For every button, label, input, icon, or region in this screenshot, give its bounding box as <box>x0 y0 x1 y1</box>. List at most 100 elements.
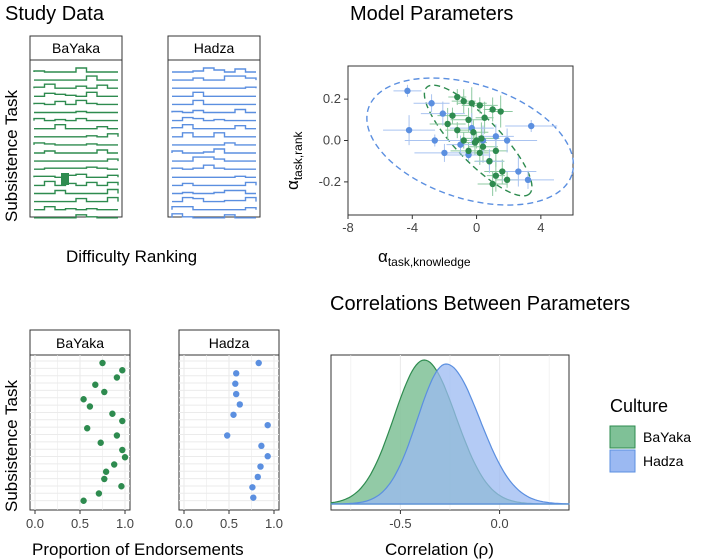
x-tick-label: 0.5 <box>71 516 89 531</box>
endorsement-point <box>249 484 256 491</box>
point-hadza <box>431 137 438 144</box>
point-bayaka <box>473 137 480 144</box>
corr-xlabel: Correlation (ρ) <box>385 540 494 559</box>
rank-histogram-row <box>34 206 118 211</box>
point-hadza <box>439 110 447 117</box>
density-hadza <box>330 363 570 505</box>
point-bayaka <box>503 176 511 184</box>
legend-key-bayaka <box>609 425 636 449</box>
y-tick-label: 0.2 <box>323 91 341 106</box>
legend-label-hadza: Hadza <box>643 453 684 469</box>
rank-histogram-row <box>172 67 256 73</box>
x-tick-label: 0 <box>473 220 480 235</box>
rank-histogram-row <box>34 91 118 97</box>
endorsement-point <box>119 446 126 454</box>
point-bayaka <box>454 126 461 134</box>
point-hadza <box>404 87 411 95</box>
point-bayaka <box>489 180 496 188</box>
endorsement-point <box>233 370 240 377</box>
endorsement-point <box>258 442 265 450</box>
endorsement-point <box>236 401 243 408</box>
point-bayaka <box>460 137 467 144</box>
rank-histogram-row <box>171 148 256 154</box>
rank-histogram-row <box>33 173 119 178</box>
endorsement-point <box>232 380 239 387</box>
point-hadza <box>428 100 435 107</box>
rank-histogram-row <box>171 108 256 114</box>
x-tick-label: 0.0 <box>175 516 193 531</box>
x-tick-label: 1.0 <box>265 516 283 531</box>
point-bayaka <box>489 106 496 113</box>
endorsement-point <box>230 411 237 418</box>
point-bayaka <box>460 97 467 105</box>
model-parameters-title: Model Parameters <box>350 3 513 25</box>
rank-histogram-peak <box>61 173 69 185</box>
endorsement-point <box>92 381 99 388</box>
endorsement-point <box>233 390 240 398</box>
point-bayaka <box>481 114 488 121</box>
rank-histogram-row <box>34 188 119 195</box>
rank-histogram-row <box>33 67 118 73</box>
legend-label-bayaka: BaYaka <box>643 429 691 445</box>
correlations-title: Correlations Between Parameters <box>330 293 630 315</box>
endorsement-point <box>264 453 271 460</box>
rank-histogram-row <box>171 124 256 130</box>
rank-histogram-row <box>172 91 256 97</box>
study-data-panels: BaYaka Hadza <box>29 35 261 219</box>
endorsement-point <box>86 403 94 410</box>
x-tick-label: -8 <box>342 220 354 235</box>
rank-histogram-row <box>172 175 256 178</box>
point-bayaka <box>499 168 506 175</box>
endorsement-point <box>255 359 262 367</box>
point-bayaka <box>476 149 483 157</box>
point-hadza <box>515 168 522 175</box>
rank-histogram-row <box>171 206 257 211</box>
rank-histogram-row <box>34 75 118 81</box>
strip-bayaka <box>29 35 123 61</box>
point-bayaka <box>468 100 475 107</box>
x-tick-label: 1.0 <box>116 516 134 531</box>
x-tick-label: 0.0 <box>26 516 44 531</box>
x-tick-label: -0.5 <box>389 516 411 531</box>
x-tick-label: 0.0 <box>491 516 509 531</box>
point-bayaka <box>478 135 485 142</box>
point-hadza <box>524 176 532 184</box>
x-tick-label: 0.5 <box>220 516 238 531</box>
endorsement-point <box>264 421 271 429</box>
model-parameters-panel: -8 -4 0 4 0.2 0.0 -0.2 <box>319 65 575 235</box>
rank-histogram-row <box>172 132 256 138</box>
point-hadza <box>441 149 448 157</box>
rank-histogram-row <box>34 180 119 187</box>
rank-histogram-row <box>172 142 256 146</box>
rank-histogram-row <box>172 116 256 122</box>
endorsement-point <box>224 432 231 439</box>
rank-histogram-row <box>34 149 118 154</box>
model-xlabel: αtask,knowledge <box>378 247 471 269</box>
study-xlabel: Difficulty Ranking <box>66 247 197 266</box>
point-hadza <box>503 137 511 144</box>
rank-histogram-row <box>172 99 256 106</box>
legend-key-hadza <box>609 449 636 473</box>
rank-histogram-row <box>172 181 257 187</box>
endorsement-point <box>121 454 129 461</box>
x-tick-label: 4 <box>537 220 544 235</box>
endorsement-point <box>97 439 104 446</box>
endorsement-point <box>84 425 91 432</box>
rank-histogram-row <box>172 189 256 195</box>
y-tick-label: 0.0 <box>323 133 341 148</box>
endorsement-point <box>111 461 118 468</box>
rank-histogram-row <box>172 86 257 89</box>
model-ylabel: αtask,rank <box>283 130 305 190</box>
endorsement-point <box>250 494 257 501</box>
endorsement-point <box>80 497 87 504</box>
rank-histogram-row <box>34 158 119 162</box>
endorsement-point <box>99 359 106 367</box>
rank-histogram-row <box>172 75 257 81</box>
correlation-density-panel: -0.5 0.0 <box>330 354 570 531</box>
strip-hadza <box>178 329 280 356</box>
point-bayaka <box>492 147 500 155</box>
strip-bayaka <box>29 329 131 356</box>
endorse-ylabel: Subsistence Task <box>2 380 21 512</box>
rank-histogram-row <box>171 213 256 219</box>
point-bayaka <box>497 108 504 115</box>
